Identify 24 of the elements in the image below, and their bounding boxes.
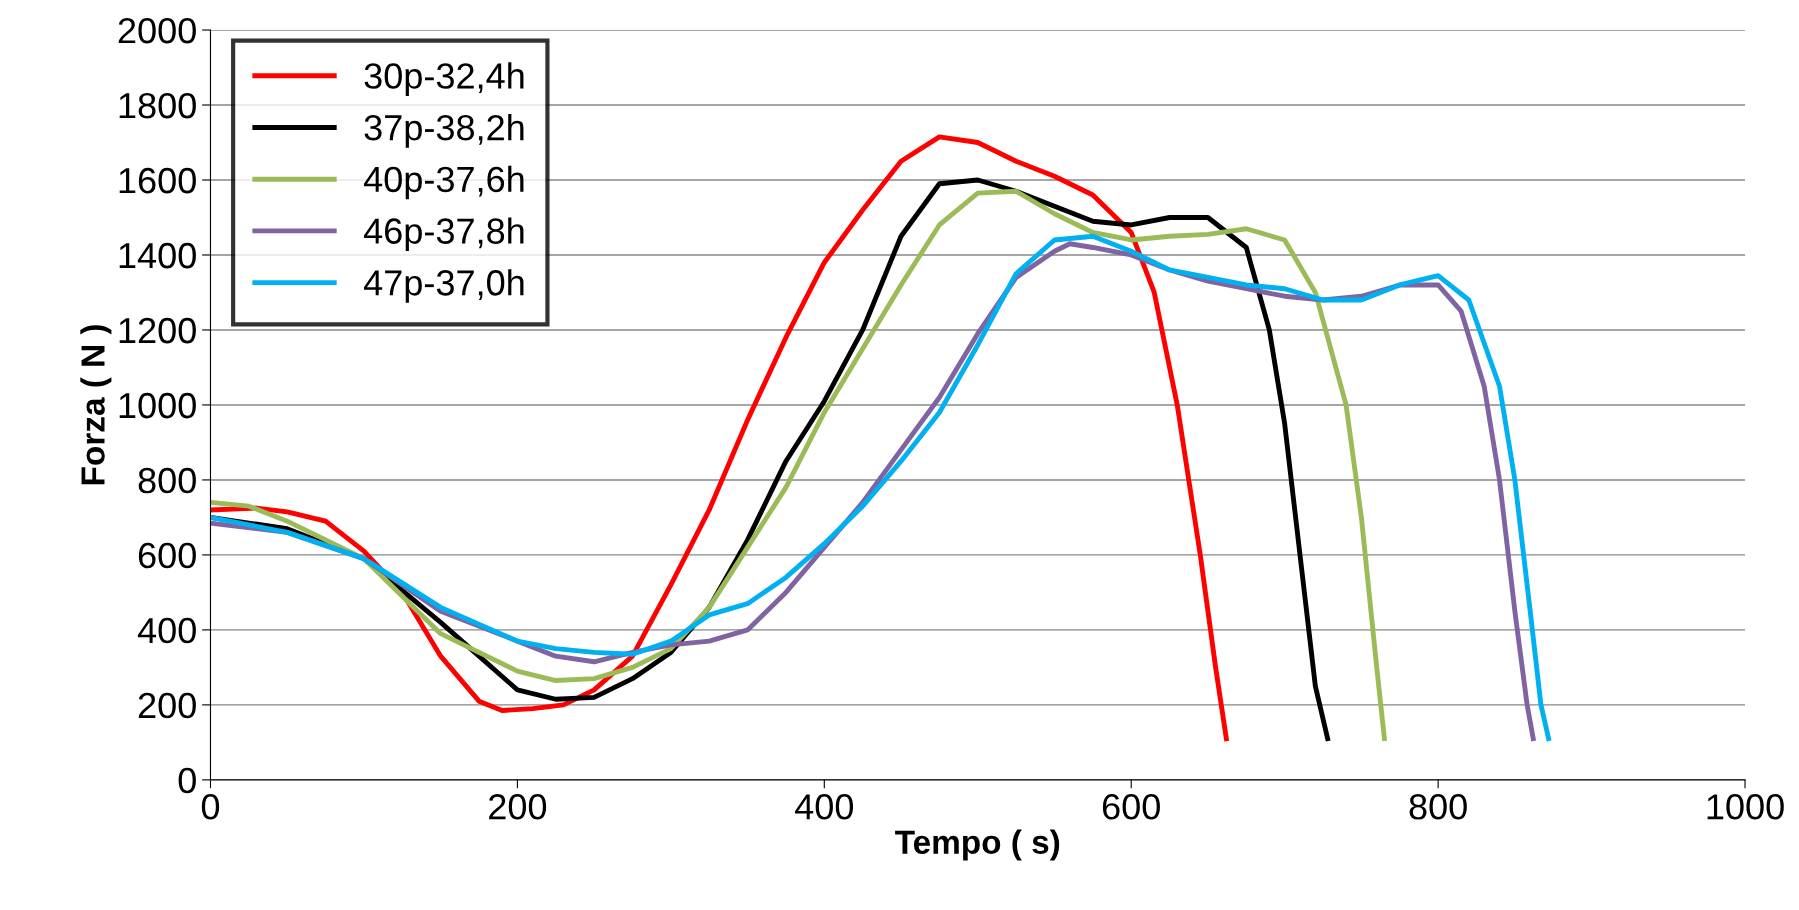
legend-label: 47p-37,0h bbox=[363, 269, 524, 303]
x-tick-label: 800 bbox=[1409, 794, 1467, 820]
y-tick-label: 1000 bbox=[119, 392, 196, 419]
x-tick-label: 1000 bbox=[1707, 794, 1784, 820]
legend-label: 30p-32,4h bbox=[364, 62, 524, 96]
y-tick-label: 2000 bbox=[118, 17, 196, 44]
y-tick-label: 0 bbox=[178, 767, 196, 794]
y-tick-label: 200 bbox=[138, 692, 196, 719]
y-tick-label: 800 bbox=[138, 467, 196, 494]
y-tick-label: 1800 bbox=[119, 92, 196, 119]
legend-label: 46p-37,8h bbox=[363, 217, 524, 252]
y-tick-label: 400 bbox=[137, 617, 196, 644]
legend-label: 37p-38,2h bbox=[364, 113, 524, 148]
x-tick-label: 0 bbox=[201, 794, 220, 820]
x-tick-label: 400 bbox=[795, 794, 854, 820]
y-tick-label: 600 bbox=[138, 542, 196, 569]
y-axis-title: Forza ( N ) bbox=[80, 325, 112, 485]
y-tick-label: 1600 bbox=[119, 167, 196, 194]
y-tick-label: 1200 bbox=[119, 317, 196, 344]
x-tick-label: 200 bbox=[489, 794, 547, 820]
y-tick-label: 1400 bbox=[119, 242, 196, 269]
x-axis-title: Tempo ( s) bbox=[895, 829, 1060, 861]
x-tick-label: 600 bbox=[1102, 794, 1160, 820]
legend-label: 40p-37,6h bbox=[363, 165, 524, 200]
